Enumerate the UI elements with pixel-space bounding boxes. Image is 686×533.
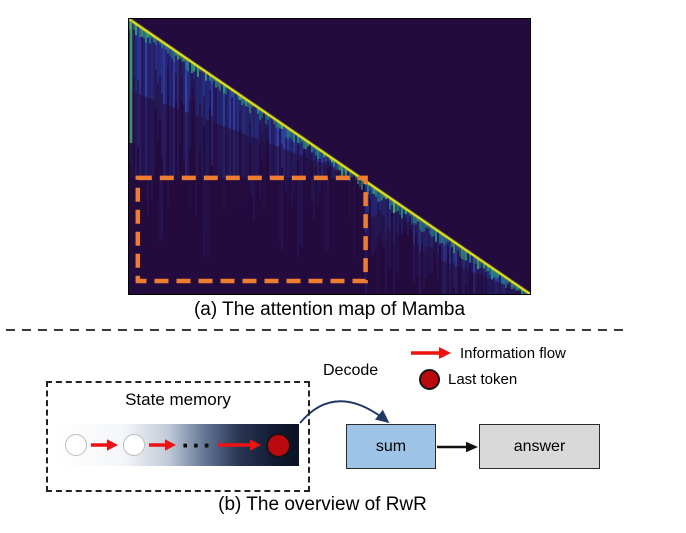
memory-gradient-bar: ···: [57, 424, 299, 466]
caption-b: (b) The overview of RwR: [218, 494, 427, 515]
token-circle-1: [65, 434, 87, 456]
sum-to-answer-arrow: [437, 441, 478, 453]
ellipsis: ···: [181, 430, 214, 460]
decode-arrow: [299, 400, 390, 424]
last-token-icon: [419, 368, 440, 390]
information-flow-arrow-icon: [411, 347, 451, 359]
state-memory-label: State memory: [125, 390, 231, 409]
information-flow-arrow-icon: [91, 439, 119, 451]
legend-row-last-token: Last token: [410, 368, 566, 390]
legend: Information flow Last token: [410, 343, 566, 395]
token-circle-2: [123, 434, 146, 456]
attention-heatmap: [129, 19, 530, 294]
last-token-circle: [265, 432, 291, 458]
answer-box: answer: [479, 424, 600, 469]
attention-map: [128, 18, 531, 295]
section-divider: [6, 329, 628, 331]
caption-a: (a) The attention map of Mamba: [193, 299, 466, 320]
information-flow-arrow-icon: [217, 439, 261, 451]
legend-row-information-flow: Information flow: [410, 343, 566, 363]
legend-information-flow-label: Information flow: [460, 344, 566, 362]
information-flow-arrow-icon: [149, 439, 177, 451]
decode-label: Decode: [323, 362, 379, 379]
state-memory-box: State memory ···: [46, 381, 310, 492]
legend-last-token-label: Last token: [448, 370, 518, 388]
sum-box: sum: [346, 424, 436, 469]
